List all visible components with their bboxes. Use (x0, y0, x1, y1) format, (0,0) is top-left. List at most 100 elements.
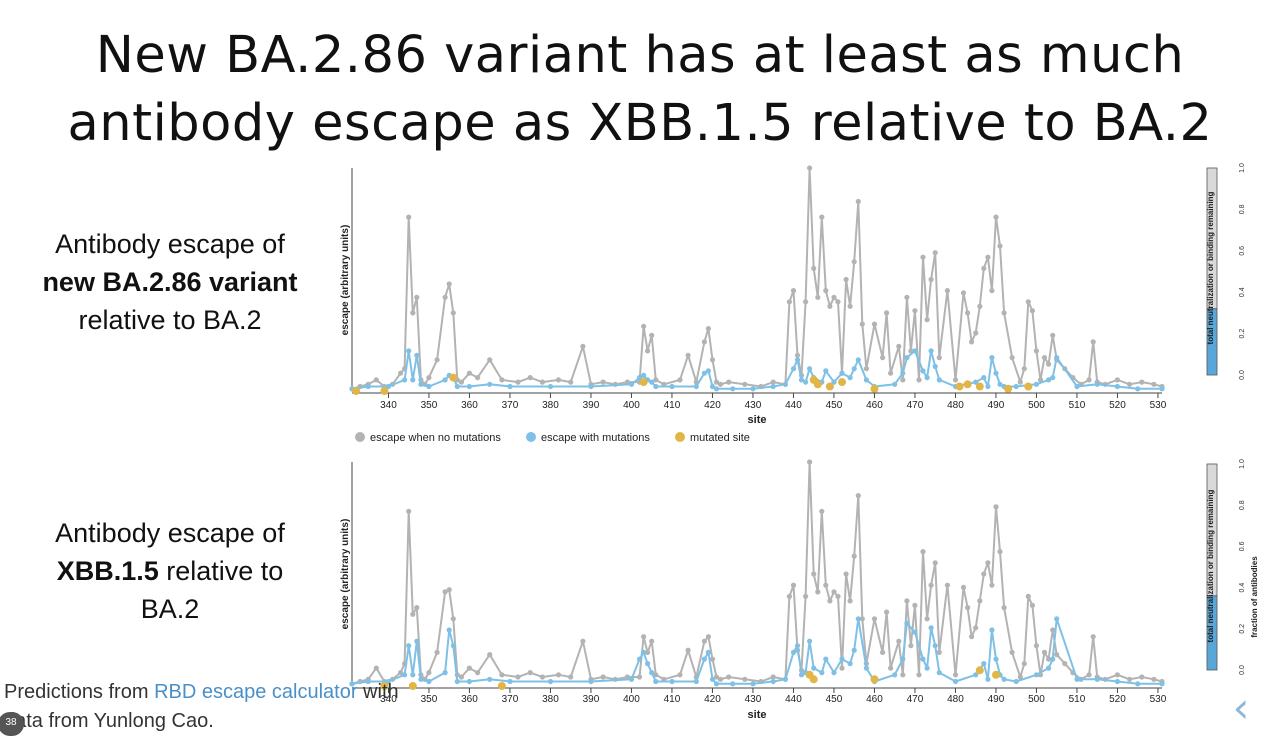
point-no-mutation (402, 366, 408, 372)
panel-2-line-2-rest: relative to (158, 556, 284, 586)
point-no-mutation (920, 254, 926, 260)
colorbar-tick-label: 0.2 (1239, 624, 1246, 634)
point-no-mutation (932, 560, 938, 566)
point-no-mutation (924, 616, 930, 622)
point-no-mutation (936, 649, 942, 656)
point-with-mutation (1135, 386, 1141, 392)
chart-1: 340 350 360 370 380 390 400 410 420 430 440 450 460 4… (340, 163, 1246, 444)
x-tick-label: 410 (664, 400, 681, 411)
point-with-mutation (993, 370, 999, 376)
point-no-mutation (782, 676, 789, 682)
point-with-mutation (892, 672, 898, 678)
x-tick-label: 340 (380, 400, 397, 411)
point-with-mutation (920, 368, 926, 374)
point-with-mutation (851, 366, 857, 372)
point-mutated-site (813, 380, 822, 389)
point-with-mutation (912, 348, 918, 354)
point-with-mutation (402, 377, 408, 383)
point-with-mutation (507, 383, 513, 390)
x-tick-label: 450 (826, 400, 843, 411)
point-with-mutation (924, 665, 930, 671)
point-no-mutation (908, 643, 914, 649)
colorbar-tick-label: 0.4 (1239, 287, 1246, 297)
point-no-mutation (450, 616, 456, 622)
footer-prefix: Predictions from (4, 681, 155, 703)
point-no-mutation (422, 381, 428, 387)
point-with-mutation (1159, 386, 1165, 392)
series-line-with-mutation (351, 349, 1162, 390)
point-no-mutation (454, 377, 460, 383)
point-no-mutation (1139, 674, 1145, 680)
point-with-mutation (1114, 383, 1120, 390)
point-mutated-site (809, 675, 818, 684)
title-line-1: New BA.2.86 variant has at least as much (95, 26, 1185, 85)
point-no-mutation (406, 508, 412, 514)
point-with-mutation (414, 352, 420, 358)
point-with-mutation (798, 672, 805, 678)
point-no-mutation (823, 582, 829, 588)
point-mutated-site (408, 682, 417, 690)
point-with-mutation (807, 638, 813, 644)
x-tick-label: 520 (1109, 400, 1126, 411)
point-with-mutation (641, 372, 647, 378)
point-with-mutation (701, 656, 708, 662)
panel-2-variant: XBB.1.5 (56, 556, 159, 586)
point-no-mutation (871, 321, 878, 327)
point-with-mutation (920, 656, 926, 662)
previous-slide-chevron-icon[interactable]: ‹ (1232, 683, 1250, 732)
point-with-mutation (705, 649, 712, 656)
point-with-mutation (985, 383, 991, 390)
point-with-mutation (750, 386, 756, 392)
x-tick-label: 350 (421, 694, 438, 705)
point-mutated-site (639, 378, 648, 387)
point-with-mutation (466, 383, 472, 390)
point-no-mutation (466, 665, 472, 671)
point-no-mutation (475, 375, 481, 381)
point-no-mutation (912, 308, 918, 314)
point-no-mutation (1009, 355, 1015, 361)
point-no-mutation (847, 598, 853, 604)
point-no-mutation (442, 294, 448, 300)
point-no-mutation (636, 674, 643, 680)
point-with-mutation (446, 372, 452, 378)
page-number-badge[interactable]: 38 (0, 712, 24, 736)
point-mutated-site (1004, 384, 1013, 393)
point-with-mutation (811, 375, 817, 381)
point-no-mutation (896, 638, 902, 644)
rbd-escape-calculator-link[interactable]: RBD escape calculator (154, 681, 358, 703)
point-with-mutation (1013, 383, 1019, 390)
point-no-mutation (794, 352, 801, 358)
point-no-mutation (811, 265, 817, 271)
point-with-mutation (952, 383, 959, 390)
point-no-mutation (859, 616, 865, 622)
point-with-mutation (454, 383, 460, 390)
point-no-mutation (1033, 348, 1039, 354)
series-line-no-mutation (351, 461, 1163, 685)
point-with-mutation (871, 678, 878, 685)
point-with-mutation (782, 676, 789, 682)
point-no-mutation (880, 649, 886, 656)
point-with-mutation (701, 370, 708, 376)
panel-2-label: Antibody escape of XBB.1.5 relative to B… (10, 514, 330, 628)
point-no-mutation (624, 379, 631, 385)
point-no-mutation (1094, 674, 1100, 680)
point-with-mutation (418, 676, 424, 682)
point-no-mutation (960, 290, 967, 296)
point-with-mutation (973, 672, 979, 678)
point-with-mutation (823, 656, 829, 662)
point-with-mutation (709, 383, 716, 390)
point-no-mutation (434, 649, 440, 656)
point-no-mutation (960, 584, 967, 591)
point-no-mutation (705, 326, 712, 332)
point-no-mutation (418, 672, 424, 678)
point-no-mutation (932, 250, 938, 256)
point-mutated-site (497, 682, 506, 690)
point-with-mutation (669, 678, 675, 685)
point-no-mutation (588, 381, 594, 387)
point-with-mutation (807, 366, 813, 372)
point-no-mutation (835, 299, 841, 305)
point-with-mutation (588, 678, 594, 685)
point-with-mutation (770, 383, 776, 390)
x-tick-label: 430 (745, 400, 762, 411)
point-with-mutation (418, 381, 424, 387)
